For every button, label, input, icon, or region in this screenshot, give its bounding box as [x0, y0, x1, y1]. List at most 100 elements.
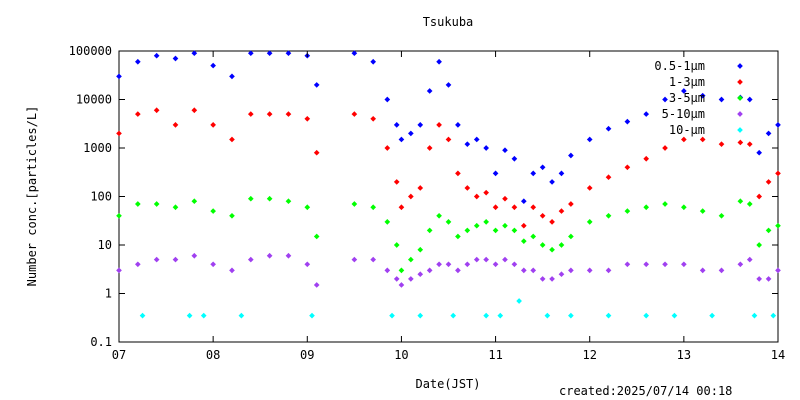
data-point [586, 185, 593, 191]
data-point [309, 312, 315, 319]
data-point [605, 174, 612, 181]
data-point [511, 204, 518, 211]
data-point [502, 147, 508, 154]
data-point [417, 271, 424, 278]
legend-marker [737, 127, 743, 133]
data-points [116, 50, 781, 319]
legend-label: 10-μm [669, 123, 705, 137]
data-point [450, 312, 457, 319]
data-point [455, 267, 461, 274]
y-axis-ticks: 0.1 1 10 100 1000 10000 100000 [69, 44, 778, 349]
data-point [186, 312, 193, 319]
data-point [699, 136, 706, 143]
data-point [135, 111, 141, 117]
data-point [351, 256, 358, 263]
data-point [285, 252, 292, 259]
data-point [116, 267, 122, 274]
data-point [511, 155, 518, 162]
legend-label: 1-3μm [669, 75, 705, 89]
data-point [643, 261, 650, 268]
data-point [775, 222, 781, 229]
data-point [464, 227, 471, 234]
data-point [643, 312, 650, 319]
data-point [530, 267, 537, 274]
data-point [539, 164, 546, 171]
data-point [492, 204, 499, 211]
data-point [751, 312, 758, 319]
data-point [473, 193, 480, 200]
data-point [247, 195, 254, 202]
x-tick-label: 11 [488, 348, 502, 362]
data-point [662, 145, 668, 151]
data-point [681, 204, 687, 211]
data-point [586, 136, 593, 143]
data-point [172, 55, 179, 62]
data-point [605, 125, 612, 132]
y-tick-label: 100 [90, 190, 112, 204]
data-point [464, 185, 471, 191]
data-point [662, 261, 668, 268]
data-point [229, 267, 235, 274]
data-point [718, 96, 725, 103]
legend-marker [737, 63, 743, 69]
data-point [436, 261, 442, 268]
data-point [770, 312, 777, 319]
data-point [445, 136, 452, 143]
y-tick-label: 100000 [69, 44, 112, 58]
data-point [417, 185, 424, 191]
data-point [544, 312, 551, 319]
data-point [285, 111, 292, 117]
x-axis-label: Date(JST) [415, 377, 480, 391]
data-point [393, 276, 400, 282]
data-point [266, 195, 273, 202]
data-point [699, 92, 706, 99]
x-tick-label: 10 [394, 348, 408, 362]
data-point [473, 222, 480, 229]
data-point [483, 312, 489, 319]
data-point [624, 118, 631, 125]
data-point [247, 111, 254, 117]
data-point [624, 261, 631, 268]
data-point [116, 73, 122, 80]
data-point [153, 107, 160, 114]
legend-marker [737, 95, 743, 101]
data-point [229, 73, 235, 80]
data-point [681, 136, 687, 143]
data-point [530, 233, 537, 240]
data-point [351, 201, 358, 207]
data-point [737, 261, 744, 268]
data-point [408, 130, 414, 137]
data-point [520, 222, 527, 229]
data-point [586, 219, 593, 225]
data-point [568, 201, 574, 207]
data-point [662, 96, 668, 103]
data-point [398, 204, 405, 211]
data-point [426, 267, 433, 274]
data-point [558, 170, 565, 177]
data-point [172, 204, 179, 211]
data-point [643, 155, 650, 162]
data-point [393, 242, 400, 248]
data-point [172, 122, 179, 128]
data-point [624, 208, 631, 214]
data-point [455, 170, 461, 177]
data-point [568, 312, 574, 319]
data-point [605, 312, 612, 319]
data-point [266, 252, 273, 259]
data-point [539, 276, 546, 282]
data-point [445, 219, 452, 225]
data-point [285, 198, 292, 205]
data-point [746, 96, 753, 103]
data-point [681, 88, 687, 94]
data-point [502, 222, 508, 229]
data-point [643, 111, 650, 117]
data-point [139, 312, 146, 319]
data-point [775, 170, 781, 177]
legend-label: 0.5-1μm [654, 59, 705, 73]
data-point [384, 145, 391, 151]
data-point [568, 233, 574, 240]
data-point [153, 52, 160, 59]
data-point [210, 261, 216, 268]
data-point [229, 136, 235, 143]
legend: 0.5-1μm 1-3μm 3-5μm 5-10μm 10-μm [654, 59, 743, 137]
